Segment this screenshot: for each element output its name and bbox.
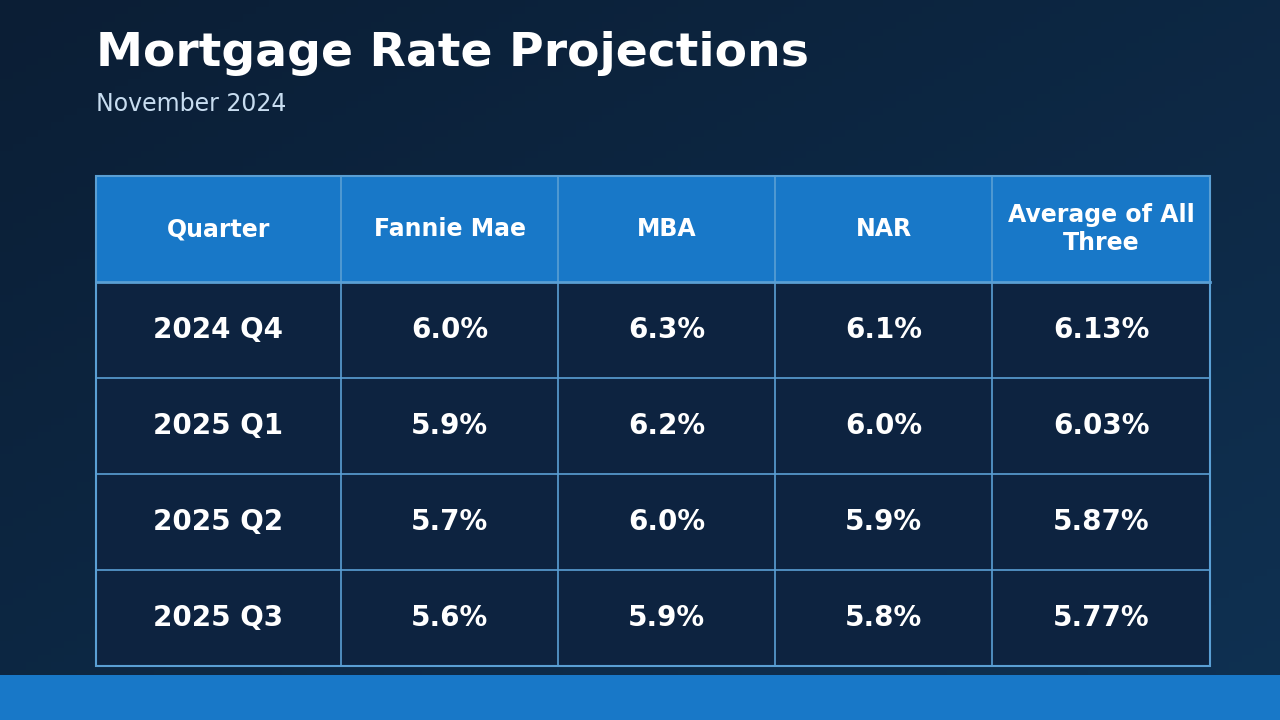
FancyBboxPatch shape (96, 570, 1210, 666)
Text: 6.03%: 6.03% (1052, 412, 1149, 440)
Text: 6.0%: 6.0% (628, 508, 705, 536)
Text: 5.77%: 5.77% (1052, 604, 1149, 632)
FancyBboxPatch shape (0, 675, 1280, 720)
Text: 5.9%: 5.9% (411, 412, 488, 440)
FancyBboxPatch shape (96, 474, 1210, 570)
Text: 6.1%: 6.1% (845, 315, 923, 343)
Text: Average of All
Three: Average of All Three (1007, 203, 1194, 255)
Text: November 2024: November 2024 (96, 92, 287, 117)
Text: 5.8%: 5.8% (845, 604, 923, 632)
FancyBboxPatch shape (96, 378, 1210, 474)
Text: 6.0%: 6.0% (845, 412, 923, 440)
Text: Quarter: Quarter (166, 217, 270, 241)
Text: 6.0%: 6.0% (411, 315, 488, 343)
Text: MBA: MBA (637, 217, 696, 241)
FancyBboxPatch shape (96, 282, 1210, 378)
Text: 2025 Q1: 2025 Q1 (154, 412, 283, 440)
Text: NAR: NAR (856, 217, 911, 241)
Text: 5.87%: 5.87% (1052, 508, 1149, 536)
Text: 6.3%: 6.3% (628, 315, 705, 343)
Text: 2025 Q2: 2025 Q2 (154, 508, 284, 536)
Text: 2024 Q4: 2024 Q4 (154, 315, 283, 343)
Text: 5.9%: 5.9% (845, 508, 923, 536)
Text: Fannie Mae: Fannie Mae (374, 217, 526, 241)
Text: 5.6%: 5.6% (411, 604, 488, 632)
Text: 2025 Q3: 2025 Q3 (154, 604, 284, 632)
Text: Mortgage Rate Projections: Mortgage Rate Projections (96, 32, 809, 76)
Text: 5.7%: 5.7% (411, 508, 488, 536)
Text: 5.9%: 5.9% (628, 604, 705, 632)
Text: 6.13%: 6.13% (1053, 315, 1149, 343)
FancyBboxPatch shape (96, 176, 1210, 282)
Text: 6.2%: 6.2% (628, 412, 705, 440)
